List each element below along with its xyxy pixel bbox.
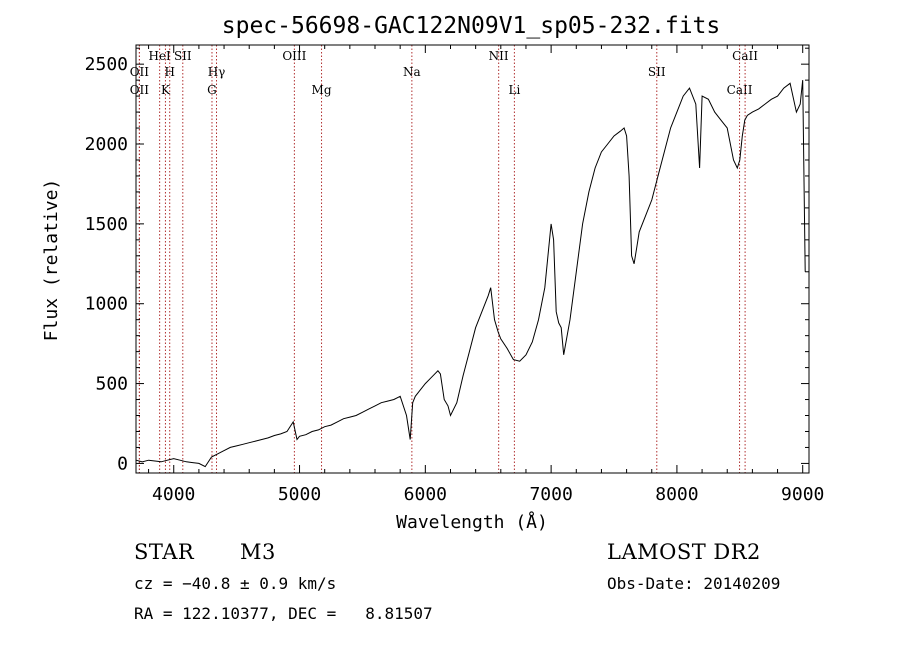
x-tick-label-5000: 5000 bbox=[278, 484, 321, 505]
y-axis-ticks: 0 500 1000 1500 2000 2500 bbox=[85, 47, 809, 474]
y-tick-label-2500: 2500 bbox=[85, 54, 128, 75]
x-tick-label-4000: 4000 bbox=[152, 484, 195, 505]
redshift-cz: cz = −40.8 ± 0.9 km/s bbox=[134, 574, 337, 593]
y-tick-label-0: 0 bbox=[117, 453, 128, 474]
x-tick-label-8000: 8000 bbox=[655, 484, 698, 505]
ra-dec-coordinates: RA = 122.10377, DEC = 8.81507 bbox=[134, 604, 433, 623]
x-tick-label-9000: 9000 bbox=[781, 484, 824, 505]
line-marker-label-9: Mg bbox=[312, 83, 332, 97]
survey-name: LAMOST DR2 bbox=[607, 540, 761, 564]
line-marker-label-11: NII bbox=[489, 49, 509, 63]
line-marker-label-6: G bbox=[207, 83, 217, 97]
line-marker-label-14: CaII bbox=[727, 83, 753, 97]
line-marker-label-5: SII bbox=[174, 49, 192, 63]
y-tick-label-500: 500 bbox=[95, 374, 128, 395]
object-subclass: M3 bbox=[240, 540, 276, 564]
x-tick-label-6000: 6000 bbox=[404, 484, 447, 505]
line-marker-label-7: Hγ bbox=[208, 65, 226, 79]
line-marker-label-10: Na bbox=[403, 65, 421, 79]
y-axis-label: Flux (relative) bbox=[41, 179, 62, 342]
chart-title: spec-56698-GAC122N09V1_sp05-232.fits bbox=[222, 13, 721, 39]
y-tick-label-1000: 1000 bbox=[85, 294, 128, 315]
x-tick-label-7000: 7000 bbox=[529, 484, 572, 505]
line-marker-label-2: HeI bbox=[148, 49, 171, 63]
line-marker-label-1: OII bbox=[130, 83, 150, 97]
line-marker-label-4: H bbox=[164, 65, 174, 79]
object-class: STAR bbox=[134, 540, 195, 564]
line-marker-label-0: OII bbox=[130, 65, 150, 79]
line-marker-label-3: K bbox=[161, 83, 171, 97]
line-marker-label-12: Li bbox=[508, 83, 520, 97]
flux-series bbox=[135, 80, 806, 468]
line-marker-label-13: SII bbox=[648, 65, 666, 79]
y-tick-label-2000: 2000 bbox=[85, 134, 128, 155]
y-tick-label-1500: 1500 bbox=[85, 214, 128, 235]
x-axis-ticks: 4000 5000 6000 7000 8000 9000 bbox=[148, 45, 824, 505]
flux-line-0 bbox=[135, 80, 806, 468]
line-marker-label-8: OIII bbox=[282, 49, 306, 63]
observation-date: Obs-Date: 20140209 bbox=[607, 574, 781, 593]
line-marker-label-15: CaII bbox=[732, 49, 758, 63]
x-axis-label: Wavelength (Å) bbox=[396, 511, 548, 533]
spectral-line-markers: OIIOIIHeIKHSIIGHγOIIIMgNaNIILiSIICaIICaI… bbox=[130, 45, 758, 473]
plot-frame bbox=[135, 44, 810, 474]
